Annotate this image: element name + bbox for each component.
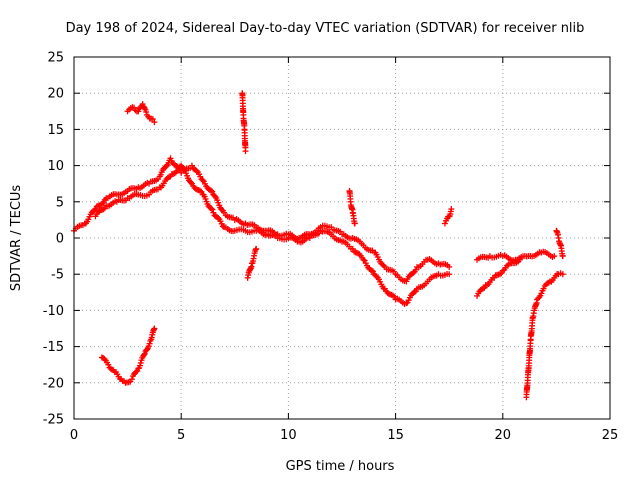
data-point: [207, 187, 214, 194]
data-point: [253, 245, 260, 252]
data-point: [92, 206, 99, 213]
x-tick-label: 10: [280, 428, 297, 443]
data-point: [135, 108, 142, 115]
data-point: [149, 116, 156, 123]
data-point: [351, 248, 358, 255]
data-point: [163, 163, 170, 170]
data-point: [210, 209, 217, 216]
data-point: [143, 109, 150, 116]
data-point: [496, 271, 503, 278]
x-tick-label: 5: [177, 428, 185, 443]
data-point: [164, 174, 171, 181]
data-point: [209, 188, 216, 195]
data-point: [97, 201, 104, 208]
data-point: [100, 206, 107, 213]
x-tick-label: 0: [70, 428, 78, 443]
data-point: [91, 207, 98, 214]
data-point: [559, 271, 566, 278]
data-point: [242, 148, 249, 155]
y-tick-label: 10: [47, 159, 64, 174]
y-tick-label: 20: [47, 87, 64, 102]
data-point: [188, 162, 195, 169]
data-point: [140, 351, 147, 358]
x-axis-label: GPS time / hours: [286, 459, 395, 474]
data-point: [391, 293, 398, 300]
data-point: [448, 206, 455, 213]
data-point: [349, 245, 356, 252]
chart-title: Day 198 of 2024, Sidereal Day-to-day VTE…: [66, 21, 585, 36]
data-point: [96, 207, 103, 214]
data-point: [133, 368, 140, 375]
data-point: [141, 350, 148, 357]
data-point: [151, 119, 158, 126]
data-point: [351, 220, 358, 227]
data-point: [559, 253, 566, 260]
data-point: [540, 285, 547, 292]
data-point: [136, 362, 143, 369]
y-tick-label: -5: [51, 268, 64, 283]
y-tick-label: 25: [47, 51, 64, 66]
data-marks: [71, 90, 566, 401]
data-point: [373, 273, 380, 280]
x-tick-label: 20: [495, 428, 512, 443]
data-point: [101, 205, 108, 212]
y-tick-label: 15: [47, 123, 64, 138]
data-point: [219, 223, 226, 230]
data-point: [209, 206, 216, 213]
data-point: [208, 205, 215, 212]
data-point: [446, 263, 453, 270]
data-point: [538, 290, 545, 297]
data-point: [446, 271, 453, 278]
axis-ticks: 0 5 10 15 20 25 25 20 15 10 5 0 -5 -10 -15 -20 -25: [43, 51, 619, 444]
data-point: [196, 187, 203, 194]
data-point: [411, 288, 418, 295]
data-point: [368, 267, 375, 274]
data-point: [360, 256, 367, 263]
data-point: [137, 359, 144, 366]
data-point: [151, 325, 158, 332]
data-point: [545, 279, 552, 286]
y-tick-label: -20: [43, 376, 64, 391]
y-tick-label: -10: [43, 304, 64, 319]
x-tick-label: 15: [387, 428, 404, 443]
y-tick-label: 5: [56, 195, 64, 210]
data-point: [146, 340, 153, 347]
y-tick-label: -25: [43, 413, 64, 428]
data-point: [389, 292, 396, 299]
data-point: [551, 253, 558, 260]
data-point: [369, 268, 376, 275]
y-tick-label: 0: [56, 232, 64, 247]
data-point: [412, 266, 419, 273]
data-point: [128, 376, 135, 383]
data-point: [187, 179, 194, 186]
data-point: [198, 188, 205, 195]
data-point: [199, 177, 206, 184]
data-point: [144, 346, 151, 353]
x-tick-label: 25: [602, 428, 619, 443]
data-point: [105, 361, 112, 368]
data-point: [441, 220, 448, 227]
y-axis-label: SDTVAR / TECUs: [9, 185, 24, 292]
y-tick-label: -15: [43, 340, 64, 355]
data-point: [480, 285, 487, 292]
